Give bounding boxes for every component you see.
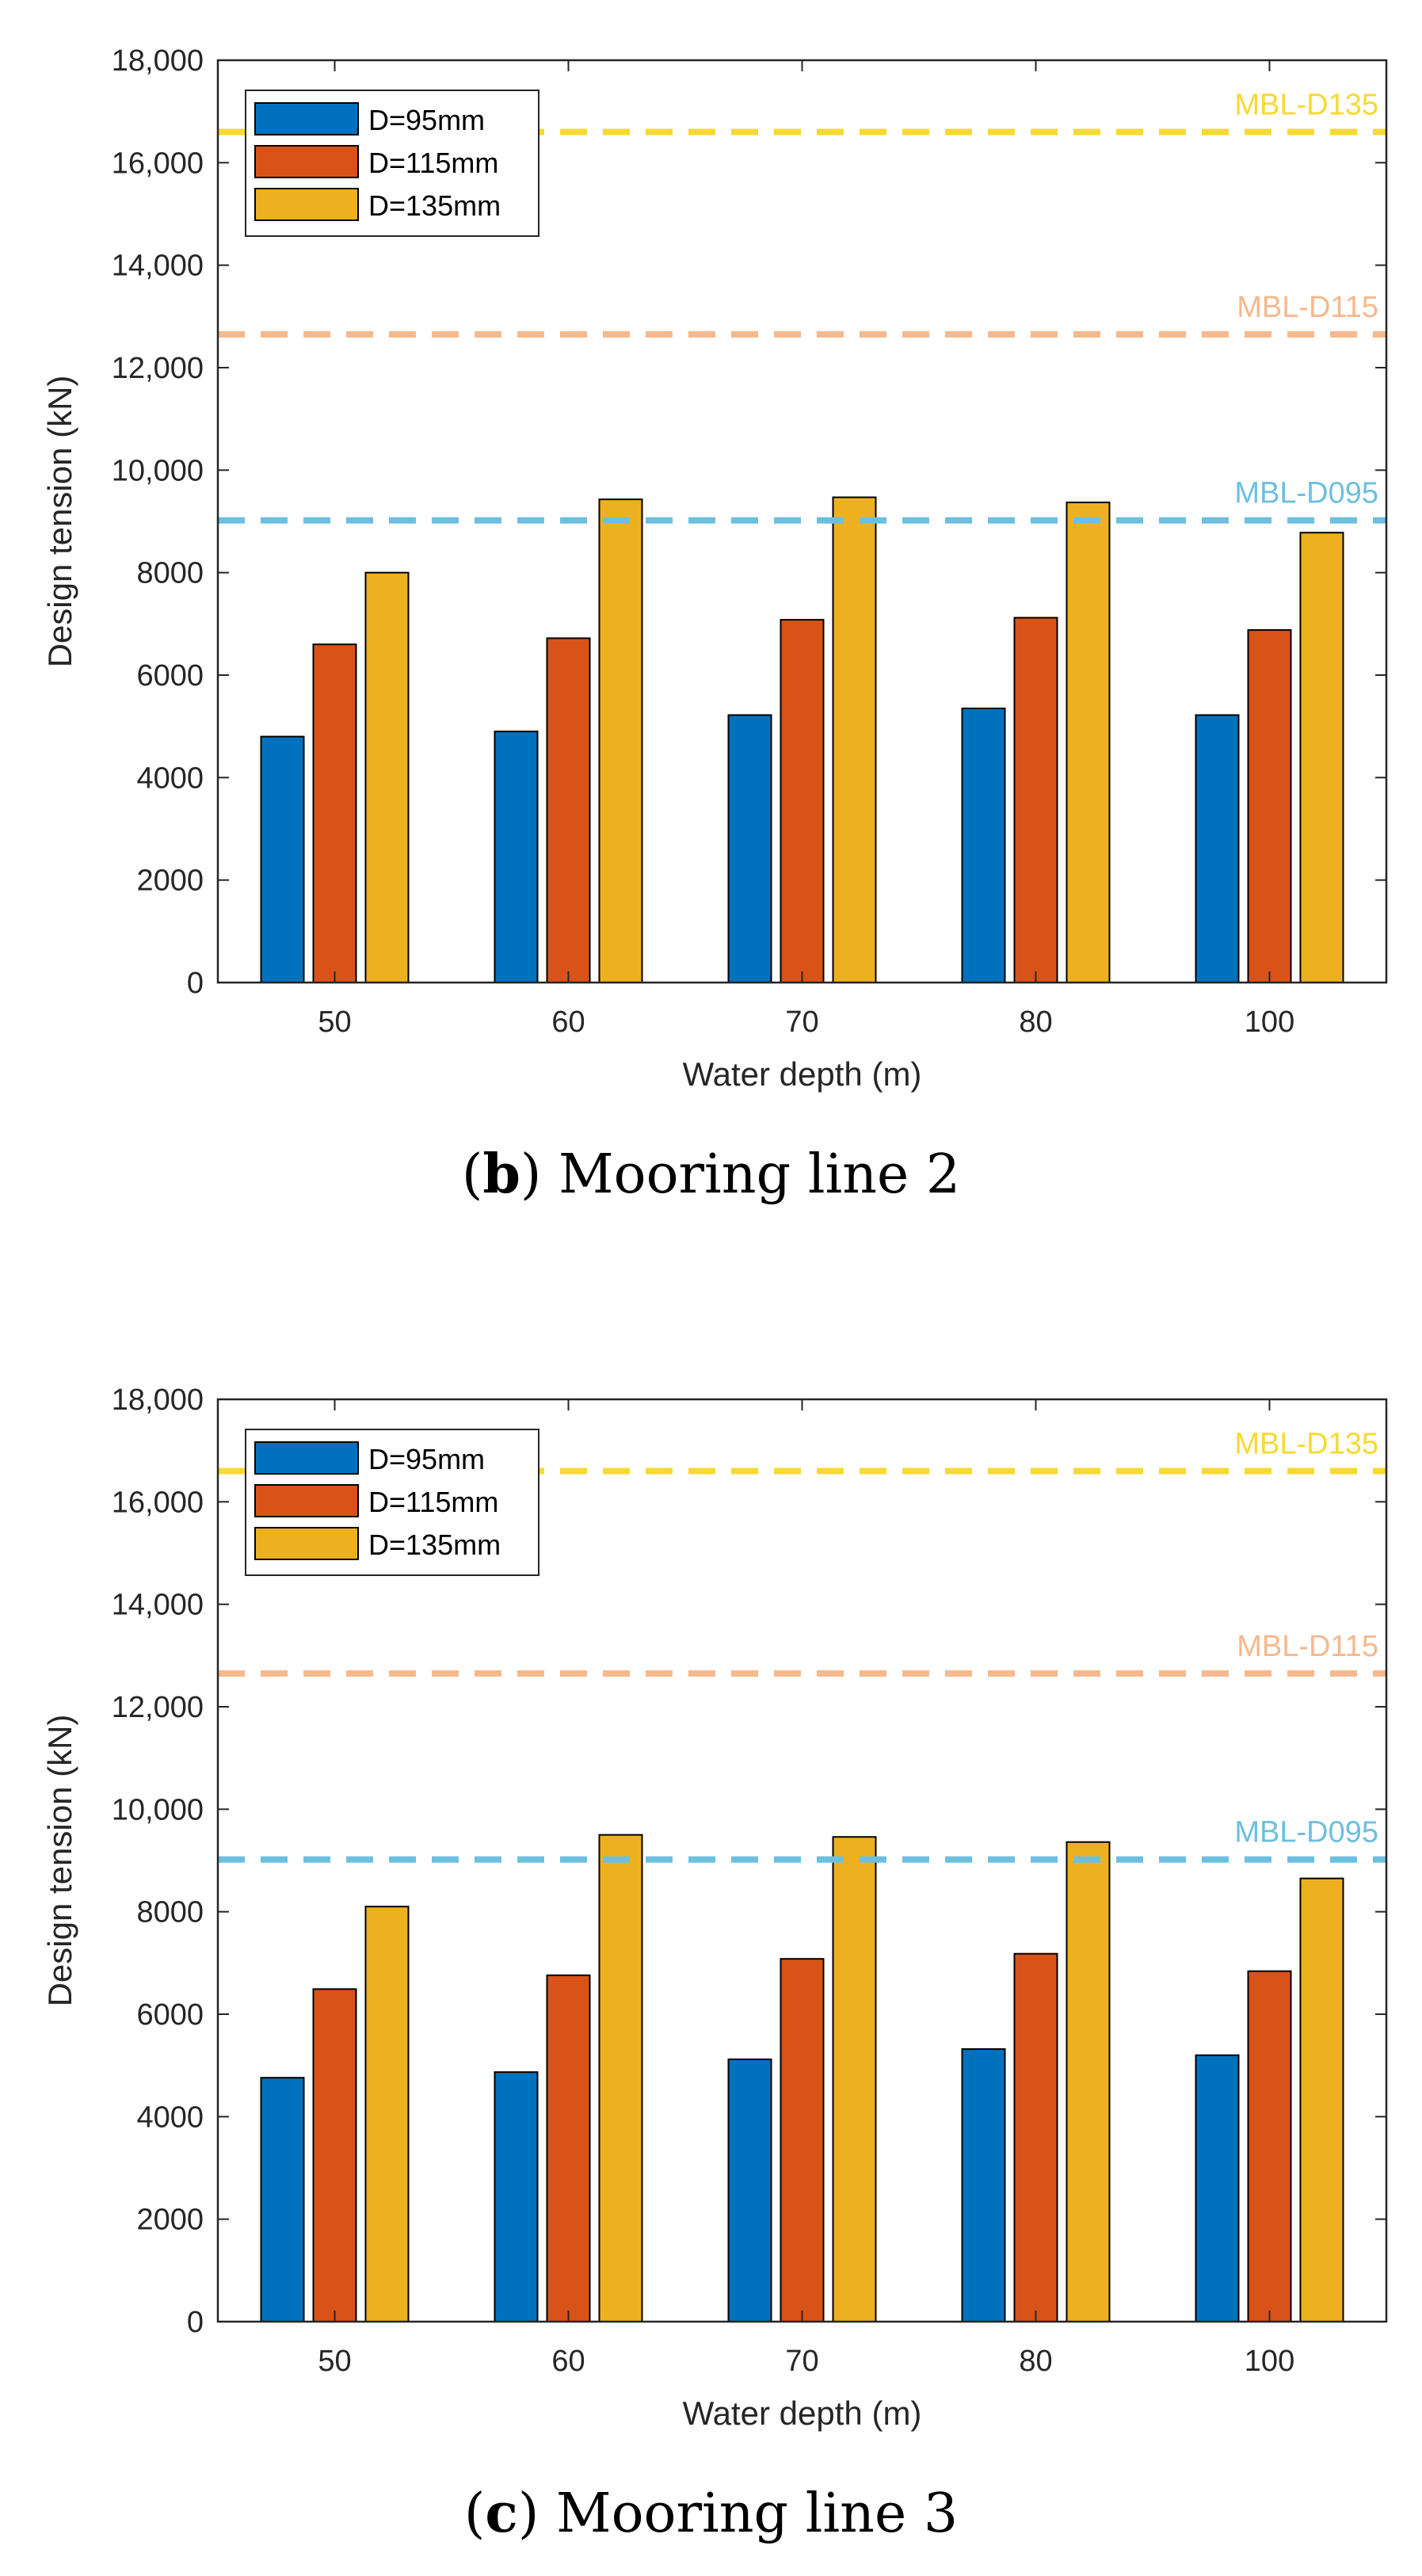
bar xyxy=(494,731,539,984)
bar xyxy=(1066,1841,1111,2322)
legend-label: D=95mm xyxy=(368,104,485,136)
caption-text: Mooring line 2 xyxy=(559,1143,961,1206)
y-tick-label: 16,000 xyxy=(112,1486,204,1519)
x-tick-label: 50 xyxy=(318,1006,351,1039)
y-tick-label: 10,000 xyxy=(112,454,204,487)
y-tick-label: 18,000 xyxy=(112,44,204,78)
x-axis-label: Water depth (m) xyxy=(683,1055,922,1093)
y-tick-label: 12,000 xyxy=(112,352,204,385)
legend-label: D=115mm xyxy=(368,1486,498,1518)
bar xyxy=(546,637,591,983)
y-tick-label: 12,000 xyxy=(112,1691,204,1724)
bar xyxy=(1013,1952,1058,2323)
y-tick-label: 16,000 xyxy=(112,147,204,180)
legend-swatch xyxy=(254,188,359,221)
x-axis-label: Water depth (m) xyxy=(683,2395,922,2432)
x-tick-label: 80 xyxy=(1019,1006,1052,1039)
caption-mooring-line-2: (b) Mooring line 2 xyxy=(461,1143,961,1206)
legend-swatch xyxy=(254,1441,359,1475)
bar xyxy=(312,1988,357,2323)
bar xyxy=(364,1906,410,2322)
y-tick-label: 10,000 xyxy=(112,1793,204,1826)
y-tick-label: 2000 xyxy=(136,864,204,898)
bar xyxy=(260,2077,305,2322)
x-tick-label: 80 xyxy=(1019,2345,1052,2378)
reference-line-label: MBL-D115 xyxy=(1237,291,1378,324)
y-tick-label: 14,000 xyxy=(112,250,204,283)
reference-line-label: MBL-D135 xyxy=(1234,1428,1378,1461)
bar xyxy=(1299,532,1344,983)
chart-mooring-line-2: 0 2000 4000 6000 8000 10,000 12,000 14,000 16,00… xyxy=(41,44,1388,1093)
bar xyxy=(312,643,357,983)
x-tick-label: 100 xyxy=(1245,2345,1294,2378)
y-axis-label: Design tension (kN) xyxy=(41,376,78,668)
y-tick-label: 14,000 xyxy=(112,1589,204,1622)
y-tick-label: 8000 xyxy=(136,557,204,590)
bar xyxy=(598,498,643,983)
bar xyxy=(1195,714,1240,983)
y-tick-label: 4000 xyxy=(136,761,204,795)
x-tick-label: 100 xyxy=(1245,1006,1294,1039)
legend-swatch xyxy=(254,145,359,178)
bar xyxy=(1299,1877,1344,2322)
legend-label: D=135mm xyxy=(368,1528,501,1561)
reference-line-label: MBL-D095 xyxy=(1234,1816,1378,1849)
y-tick-label: 4000 xyxy=(136,2101,204,2134)
x-tick-label: 70 xyxy=(785,2345,818,2378)
bar xyxy=(1247,629,1292,983)
bar xyxy=(494,2071,539,2322)
y-tick-label: 2000 xyxy=(136,2204,204,2237)
caption-mooring-line-3: (c) Mooring line 3 xyxy=(463,2482,959,2545)
legend-label: D=115mm xyxy=(368,147,498,179)
x-tick-label: 50 xyxy=(318,2345,351,2378)
axes-box xyxy=(216,1398,1388,2323)
x-tick-label: 60 xyxy=(551,1006,585,1039)
bar xyxy=(961,2047,1006,2322)
bar xyxy=(961,708,1006,983)
y-tick-label: 6000 xyxy=(136,659,204,693)
caption-letter: b xyxy=(482,1143,520,1206)
bar xyxy=(1247,1970,1292,2322)
y-tick-label: 0 xyxy=(187,967,204,1000)
bar xyxy=(364,571,410,983)
caption-letter: c xyxy=(485,2482,518,2545)
bar xyxy=(260,735,305,983)
bar xyxy=(546,1974,591,2322)
y-tick-label: 6000 xyxy=(136,1998,204,2032)
caption-text: Mooring line 3 xyxy=(555,2483,959,2545)
legend-label: D=95mm xyxy=(368,1443,485,1475)
bar xyxy=(780,619,825,983)
bar xyxy=(727,714,772,983)
reference-line-label: MBL-D135 xyxy=(1234,89,1378,122)
bar xyxy=(832,1836,877,2322)
y-tick-label: 8000 xyxy=(136,1896,204,1929)
y-tick-label: 0 xyxy=(187,2306,204,2339)
reference-line-label: MBL-D095 xyxy=(1234,477,1378,510)
legend-swatch xyxy=(254,1484,359,1517)
chart-mooring-line-3: 0 2000 4000 6000 8000 10,000 12,000 14,000 16,00… xyxy=(41,1383,1388,2432)
bar xyxy=(832,496,877,983)
reference-line-label: MBL-D115 xyxy=(1237,1630,1378,1663)
bar xyxy=(1013,616,1058,983)
legend-label: D=135mm xyxy=(368,189,501,222)
bar xyxy=(727,2058,772,2322)
x-tick-label: 60 xyxy=(551,2345,585,2378)
y-axis-label: Design tension (kN) xyxy=(41,1715,78,2007)
x-tick-label: 70 xyxy=(785,1006,818,1039)
y-tick-label: 18,000 xyxy=(112,1383,204,1417)
legend-swatch xyxy=(254,102,359,135)
bar xyxy=(598,1834,643,2322)
bar xyxy=(780,1958,825,2322)
axes-box xyxy=(216,59,1388,984)
legend-swatch xyxy=(254,1527,359,1560)
bar xyxy=(1195,2054,1240,2322)
bar xyxy=(1066,502,1111,983)
